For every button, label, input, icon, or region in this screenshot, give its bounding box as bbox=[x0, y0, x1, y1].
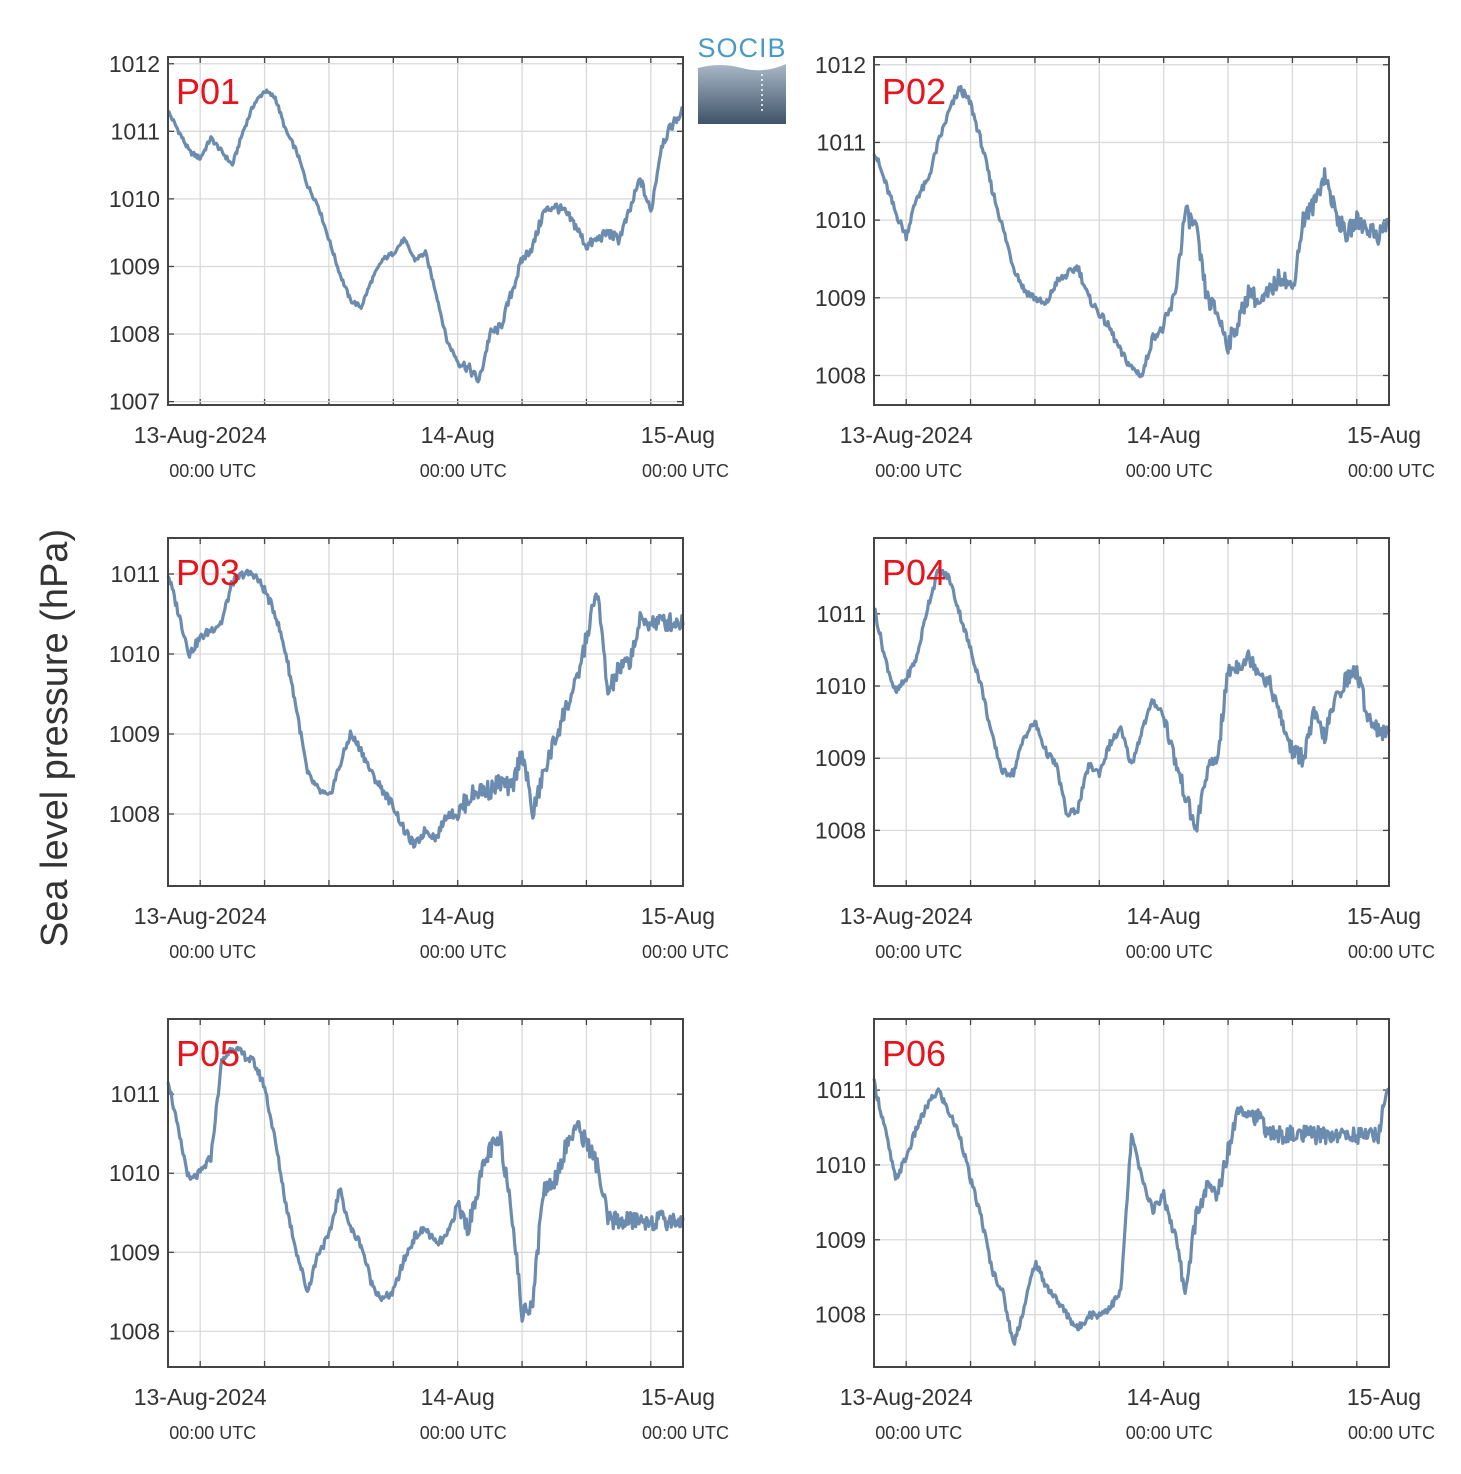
y-tick-label: 1010 bbox=[109, 641, 160, 667]
y-tick-label: 1009 bbox=[109, 721, 160, 747]
y-tick-label: 1009 bbox=[815, 1227, 866, 1253]
x-tick-label-date: 14-Aug bbox=[421, 422, 495, 448]
y-tick-label: 1008 bbox=[109, 1318, 160, 1344]
y-tick-label: 1011 bbox=[817, 1077, 866, 1103]
series-line-p02 bbox=[872, 84, 1391, 379]
x-tick-label-date: 13-Aug-2024 bbox=[134, 422, 267, 448]
series-line-p06 bbox=[872, 1078, 1391, 1346]
x-tick-label-time: 00:00 UTC bbox=[169, 461, 256, 481]
x-tick-label-time: 00:00 UTC bbox=[1348, 461, 1435, 481]
y-tick-label: 1012 bbox=[109, 51, 160, 77]
y-tick-label: 1008 bbox=[109, 321, 160, 347]
y-tick-label: 1010 bbox=[109, 1160, 160, 1186]
x-tick-label-date: 13-Aug-2024 bbox=[840, 422, 973, 448]
socib-logo-wave bbox=[698, 64, 786, 124]
socib-logo: SOCIB bbox=[697, 33, 786, 124]
y-tick-label: 1011 bbox=[111, 561, 160, 587]
panel-p06: 1008 1009 1010 1011 P06 13-Aug-2024 00:00 UTC 1… bbox=[815, 1018, 1435, 1443]
x-tick-label-date: 13-Aug-2024 bbox=[134, 1384, 267, 1410]
x-tick-label-date: 14-Aug bbox=[1127, 1384, 1201, 1410]
y-tick-label: 1011 bbox=[817, 129, 866, 155]
panel-p02: 1008 1009 1010 1011 1012 P02 13-Aug-2024 00:00 … bbox=[815, 52, 1435, 481]
y-tick-label: 1008 bbox=[815, 1302, 866, 1328]
x-tick-label-time: 00:00 UTC bbox=[169, 942, 256, 962]
y-tick-label: 1008 bbox=[815, 362, 866, 388]
y-tick-label: 1007 bbox=[109, 389, 160, 415]
series-line-p01 bbox=[167, 88, 685, 384]
plot-area bbox=[168, 57, 683, 405]
y-tick-label: 1011 bbox=[817, 601, 866, 627]
x-tick-label-time: 00:00 UTC bbox=[1126, 1423, 1213, 1443]
x-tick-label-date: 15-Aug bbox=[641, 422, 715, 448]
plot-area bbox=[874, 1019, 1389, 1367]
y-tick-label: 1008 bbox=[815, 817, 866, 843]
plot-area bbox=[168, 1019, 683, 1367]
x-tick-label-time: 00:00 UTC bbox=[642, 942, 729, 962]
y-tick-label: 1012 bbox=[815, 52, 866, 78]
series-line-p03 bbox=[166, 568, 685, 849]
y-tick-label: 1010 bbox=[815, 1152, 866, 1178]
y-tick-label: 1009 bbox=[815, 745, 866, 771]
plot-frame bbox=[873, 56, 1390, 406]
x-tick-label-time: 00:00 UTC bbox=[642, 1423, 729, 1443]
x-tick-label-date: 13-Aug-2024 bbox=[840, 903, 973, 929]
x-tick-label-time: 00:00 UTC bbox=[1348, 942, 1435, 962]
y-tick-label: 1010 bbox=[109, 186, 160, 212]
panel-label: P03 bbox=[176, 552, 240, 593]
x-tick-label-time: 00:00 UTC bbox=[1126, 942, 1213, 962]
x-tick-label-time: 00:00 UTC bbox=[875, 942, 962, 962]
plot-frame bbox=[167, 537, 684, 887]
x-tick-label-time: 00:00 UTC bbox=[1348, 1423, 1435, 1443]
x-tick-label-date: 14-Aug bbox=[1127, 422, 1201, 448]
x-tick-label-time: 00:00 UTC bbox=[420, 1423, 507, 1443]
x-tick-label-date: 15-Aug bbox=[1347, 903, 1421, 929]
x-tick-label-date: 14-Aug bbox=[1127, 903, 1201, 929]
y-axis-label: Sea level pressure (hPa) bbox=[34, 529, 76, 947]
socib-logo-text: SOCIB bbox=[697, 33, 786, 63]
y-tick-label: 1010 bbox=[815, 207, 866, 233]
x-tick-label-date: 14-Aug bbox=[421, 903, 495, 929]
x-tick-label-date: 13-Aug-2024 bbox=[840, 1384, 973, 1410]
panel-p05: 1008 1009 1010 1011 P05 13-Aug-2024 00:00 UTC 1… bbox=[109, 1018, 729, 1443]
x-tick-label-date: 15-Aug bbox=[641, 1384, 715, 1410]
x-tick-label-date: 15-Aug bbox=[1347, 1384, 1421, 1410]
x-tick-label-time: 00:00 UTC bbox=[169, 1423, 256, 1443]
x-tick-label-date: 15-Aug bbox=[1347, 422, 1421, 448]
panel-label: P05 bbox=[176, 1033, 240, 1074]
plot-frame bbox=[873, 1018, 1390, 1368]
x-tick-label-time: 00:00 UTC bbox=[1126, 461, 1213, 481]
y-tick-label: 1009 bbox=[815, 285, 866, 311]
panel-label: P06 bbox=[882, 1033, 946, 1074]
x-tick-label-time: 00:00 UTC bbox=[642, 461, 729, 481]
panel-p04: 1008 1009 1010 1011 P04 13-Aug-2024 00:00 UTC 1… bbox=[815, 537, 1435, 962]
x-tick-label-time: 00:00 UTC bbox=[420, 461, 507, 481]
plot-frame bbox=[167, 1018, 684, 1368]
y-tick-label: 1009 bbox=[109, 253, 160, 279]
x-tick-label-date: 15-Aug bbox=[641, 903, 715, 929]
y-tick-label: 1011 bbox=[111, 118, 160, 144]
plot-area bbox=[874, 538, 1389, 886]
x-tick-label-time: 00:00 UTC bbox=[420, 942, 507, 962]
panels-container: 1007 1008 1009 1010 1011 1012 P01 13-Aug-2024 00… bbox=[109, 51, 1435, 1443]
series-line-p04 bbox=[873, 566, 1391, 833]
panel-label: P02 bbox=[882, 71, 946, 112]
y-tick-label: 1009 bbox=[109, 1239, 160, 1265]
x-tick-label-time: 00:00 UTC bbox=[875, 1423, 962, 1443]
plot-frame bbox=[167, 56, 684, 406]
x-tick-label-date: 13-Aug-2024 bbox=[134, 903, 267, 929]
x-tick-label-time: 00:00 UTC bbox=[875, 461, 962, 481]
y-tick-label: 1011 bbox=[111, 1081, 160, 1107]
panel-label: P01 bbox=[176, 71, 240, 112]
panel-p03: 1008 1009 1010 1011 P03 13-Aug-2024 00:00 UTC 1… bbox=[109, 537, 729, 962]
panel-label: P04 bbox=[882, 552, 946, 593]
series-line-p05 bbox=[166, 1045, 685, 1323]
y-tick-label: 1008 bbox=[109, 801, 160, 827]
plot-frame bbox=[873, 537, 1390, 887]
x-tick-label-date: 14-Aug bbox=[421, 1384, 495, 1410]
y-tick-label: 1010 bbox=[815, 673, 866, 699]
panel-p01: 1007 1008 1009 1010 1011 1012 P01 13-Aug-2024 00… bbox=[109, 51, 729, 481]
